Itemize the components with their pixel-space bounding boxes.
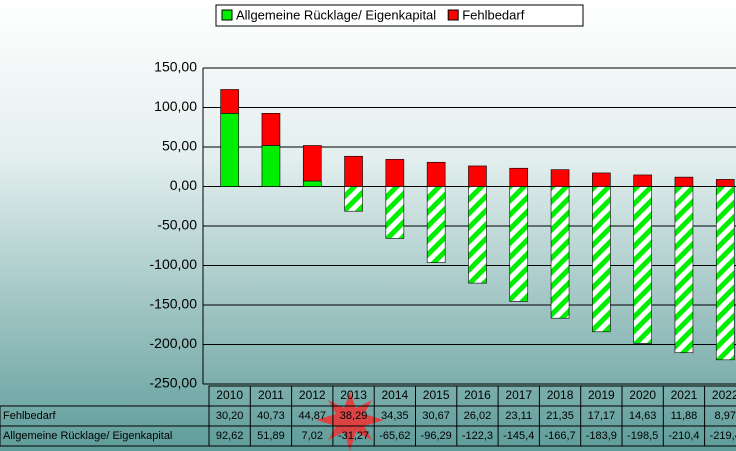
table-cell: -166,7: [544, 430, 575, 442]
table-cell: 7,02: [302, 430, 323, 442]
bar: [302, 180, 322, 187]
y-tick-label: 0,00: [170, 177, 197, 193]
bar: [674, 186, 694, 354]
x-tick-label: 2014: [381, 388, 408, 402]
y-tick-label: 100,00: [154, 98, 197, 114]
bar: [426, 161, 446, 187]
y-tick-label: -50,00: [157, 217, 197, 233]
table-cell: 21,35: [546, 410, 574, 422]
table-cell: 11,88: [671, 410, 698, 422]
bar: [344, 186, 363, 212]
bar: [385, 159, 405, 187]
bar: [220, 113, 239, 187]
x-tick-label: 2022: [712, 388, 736, 402]
row-label: Fehlbedarf: [3, 410, 57, 422]
bar: [550, 186, 570, 319]
legend-label: Allgemeine Rücklage/ Eigenkapital: [236, 7, 436, 22]
legend-swatch: [221, 9, 233, 21]
x-tick-label: 2012: [299, 388, 326, 402]
table-cell: 34,35: [381, 410, 409, 422]
bar: [302, 145, 322, 182]
x-tick-label: 2021: [671, 388, 698, 402]
x-tick-label: 2013: [340, 388, 367, 402]
y-tick-label: 150,00: [154, 59, 197, 75]
bar: [592, 186, 611, 333]
bar: [426, 186, 446, 263]
table-cell: -122,3: [462, 430, 493, 442]
y-tick-label: -150,00: [150, 296, 198, 312]
table-cell: 30,67: [422, 410, 450, 422]
legend-label: Fehlbedarf: [462, 7, 525, 22]
legend: [215, 4, 584, 27]
table-cell: 40,73: [257, 410, 285, 422]
table-cell: -183,9: [586, 430, 617, 442]
table-cell: 14,63: [629, 410, 657, 422]
table-cell: -210,4: [668, 430, 699, 442]
bar: [633, 186, 652, 344]
table-cell: 51,89: [257, 430, 285, 442]
bar: [220, 89, 239, 114]
table-cell: -96,29: [421, 430, 452, 442]
table-cell: 44,87: [298, 410, 326, 422]
bar: [550, 169, 570, 187]
x-tick-label: 2020: [629, 388, 656, 402]
y-tick-label: 50,00: [162, 138, 197, 154]
x-tick-label: 2019: [588, 388, 615, 402]
table-cell: 23,11: [505, 410, 532, 422]
table-cell: 30,20: [216, 410, 244, 422]
bar: [344, 155, 363, 187]
table-cell: 38,29: [340, 410, 368, 422]
table-cell: 92,62: [216, 430, 244, 442]
x-tick-label: 2015: [423, 388, 450, 402]
bar: [261, 113, 281, 146]
bar: [715, 179, 735, 187]
bar: [468, 165, 487, 187]
x-tick-label: 2016: [464, 388, 491, 402]
x-tick-label: 2010: [216, 388, 243, 402]
bar: [592, 172, 611, 187]
bar: [468, 186, 487, 284]
bar: [715, 186, 735, 361]
x-tick-label: 2011: [258, 388, 284, 402]
row-label: Allgemeine Rücklage/ Eigenkapital: [3, 430, 172, 442]
y-tick-label: -100,00: [150, 256, 198, 272]
table-cell: -219,4: [710, 430, 736, 442]
x-tick-label: 2018: [547, 388, 574, 402]
bar: [509, 167, 529, 187]
bar: [385, 186, 405, 239]
x-tick-label: 2017: [505, 388, 532, 402]
table-cell: 26,02: [464, 410, 492, 422]
y-tick-label: -250,00: [150, 375, 198, 391]
bar: [261, 145, 281, 187]
legend-swatch: [447, 9, 459, 21]
bar: [509, 186, 529, 302]
table-cell: -65,62: [379, 430, 410, 442]
table-cell: 17,17: [588, 410, 616, 422]
table-cell: -145,4: [503, 430, 534, 442]
table-cell: -31,27: [338, 430, 369, 442]
bar: [674, 176, 694, 187]
table-cell: -198,5: [627, 430, 658, 442]
table-cell: 8,97: [715, 410, 736, 422]
bar: [633, 174, 652, 187]
y-tick-label: -200,00: [150, 335, 198, 351]
